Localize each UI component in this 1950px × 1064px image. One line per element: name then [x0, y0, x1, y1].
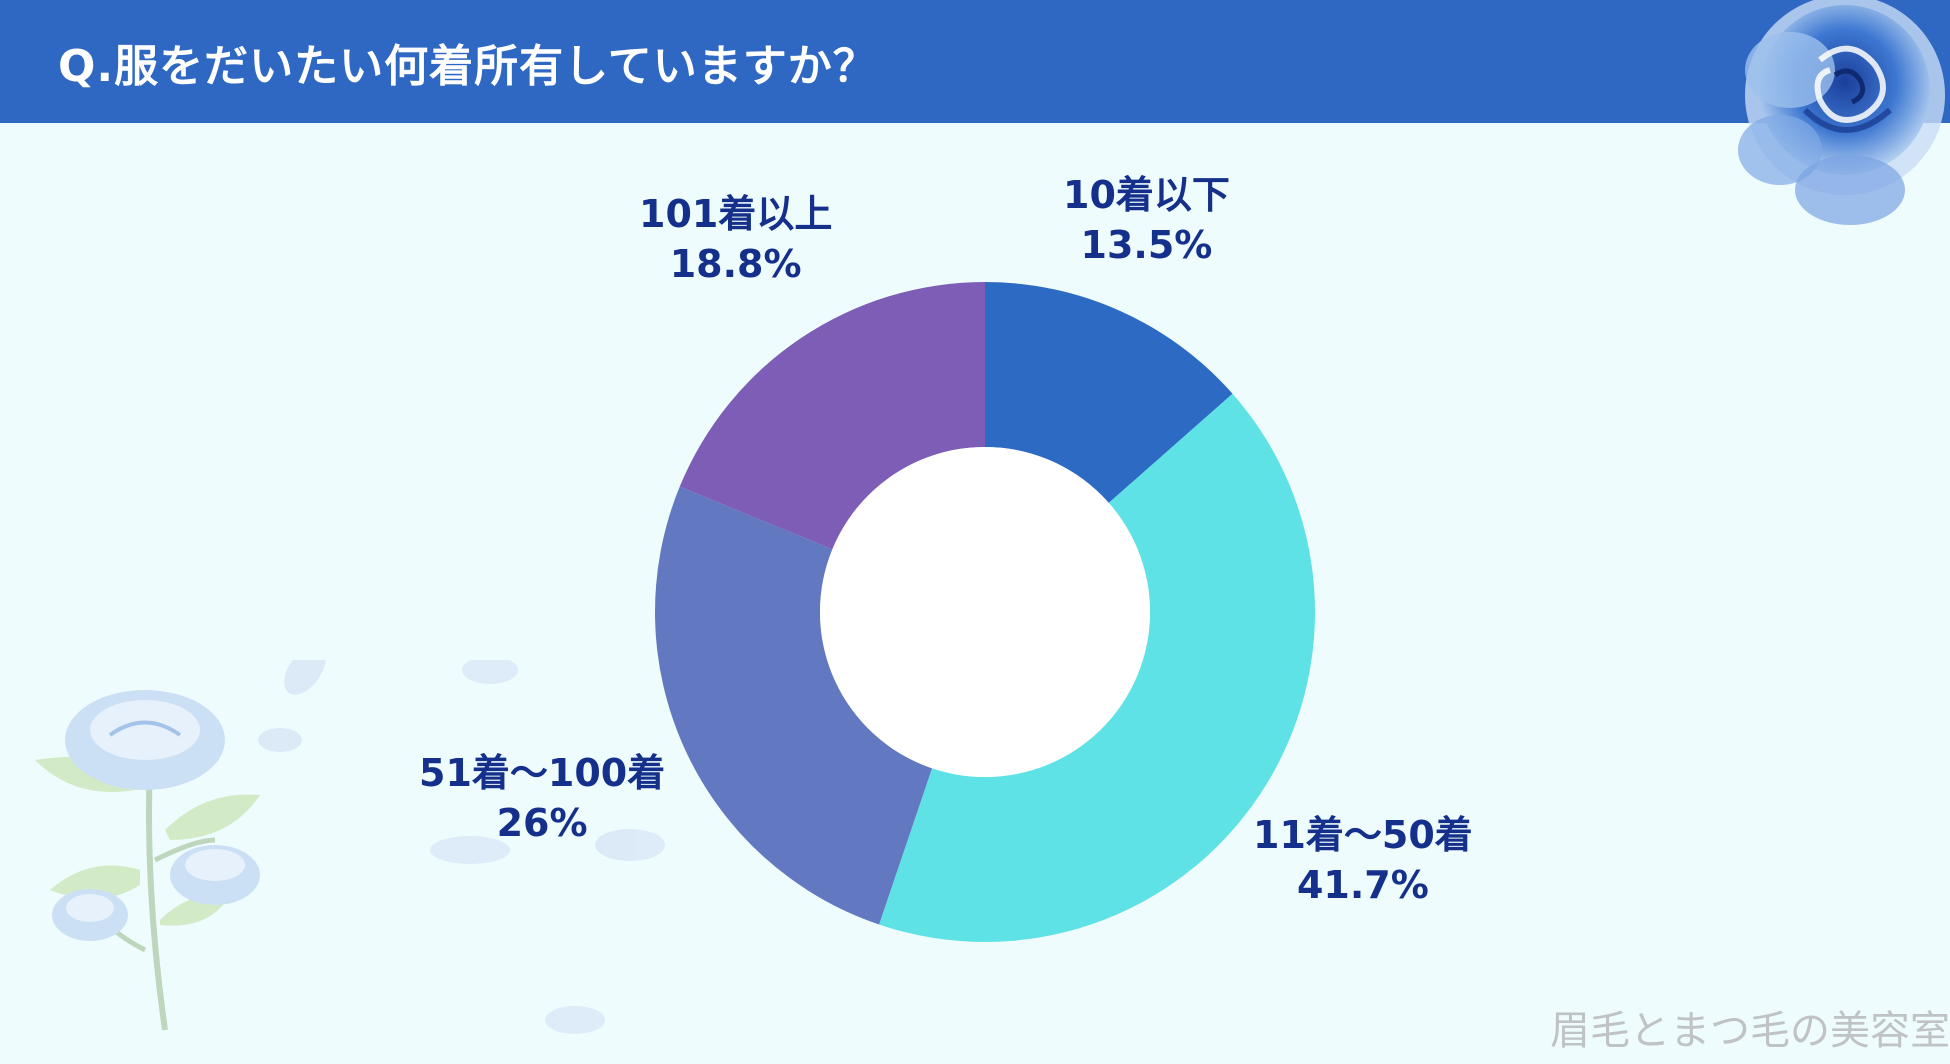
- slice-label-101-or-more: 101着以上 18.8%: [639, 189, 832, 289]
- donut-slice-1: [879, 393, 1315, 942]
- blue-rose-icon: [1738, 0, 1945, 225]
- category-label: 101着以上: [639, 192, 833, 236]
- category-label: 11着～50着: [1253, 813, 1473, 857]
- slice-label-10-or-less: 10着以下 13.5%: [1063, 170, 1230, 270]
- value-label: 13.5%: [1080, 223, 1213, 267]
- donut-hole: [820, 447, 1150, 777]
- donut-slice-2: [655, 486, 933, 925]
- header-bar: Q.服をだいたい何着所有していますか？: [0, 0, 1950, 123]
- value-label: 26%: [496, 801, 588, 845]
- watermark: 眉毛とまつ毛の美容室: [1550, 1008, 1950, 1054]
- page-title: Q.服をだいたい何着所有していますか？: [58, 41, 878, 92]
- white-rose-branch-icon: [35, 660, 665, 1034]
- category-label: 10着以下: [1063, 173, 1230, 217]
- donut-slice-3: [679, 282, 985, 550]
- category-label: 51着～100着: [419, 751, 666, 795]
- value-label: 41.7%: [1296, 863, 1429, 907]
- value-label: 18.8%: [669, 242, 802, 286]
- slice-label-51-to-100: 51着～100着 26%: [419, 748, 665, 848]
- donut-slice-0: [985, 282, 1233, 503]
- slice-label-11-to-50: 11着～50着 41.7%: [1253, 810, 1473, 910]
